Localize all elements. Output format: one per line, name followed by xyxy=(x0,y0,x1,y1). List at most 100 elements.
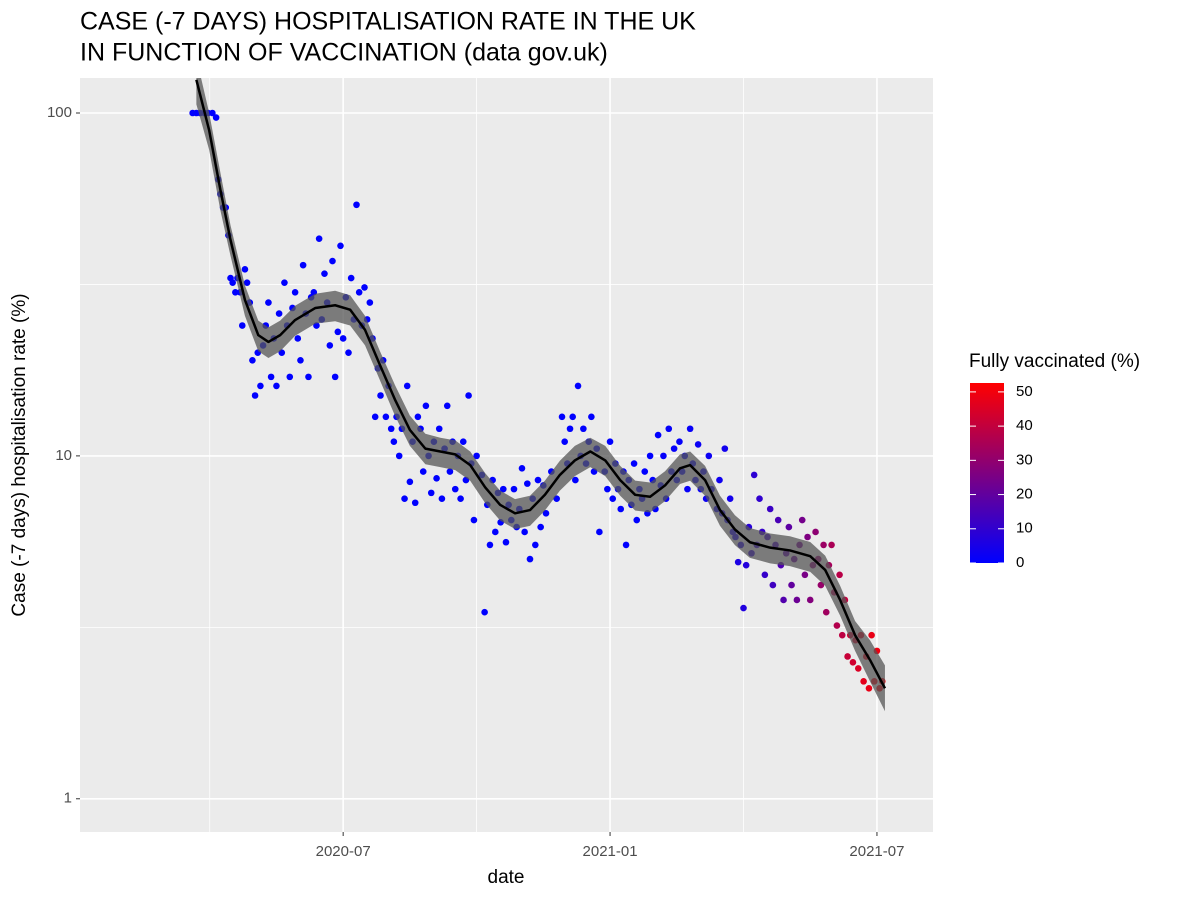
data-point xyxy=(518,465,526,472)
data-point xyxy=(257,382,264,390)
data-point xyxy=(838,631,846,639)
data-point xyxy=(510,485,518,493)
data-point xyxy=(443,402,451,410)
data-point xyxy=(836,571,843,579)
data-point xyxy=(411,499,419,507)
data-point xyxy=(345,349,352,356)
data-point xyxy=(315,235,323,242)
data-point xyxy=(617,505,625,513)
data-point xyxy=(387,425,395,433)
data-point xyxy=(339,335,347,342)
data-point xyxy=(459,438,467,445)
data-point xyxy=(580,425,587,433)
data-point xyxy=(828,541,835,549)
data-point xyxy=(286,373,294,381)
data-point xyxy=(868,631,875,639)
data-point xyxy=(860,678,867,685)
data-point xyxy=(740,604,747,612)
data-point xyxy=(433,475,440,482)
data-point xyxy=(534,476,542,484)
x-tick-label: 2021-01 xyxy=(583,843,638,860)
data-point xyxy=(804,533,811,541)
data-point xyxy=(622,541,630,549)
data-point xyxy=(660,452,667,460)
data-point xyxy=(854,665,862,672)
data-point xyxy=(321,270,328,277)
data-point xyxy=(209,109,216,117)
data-point xyxy=(451,485,459,493)
data-point xyxy=(473,452,480,460)
data-point xyxy=(251,392,259,399)
data-point xyxy=(694,441,702,448)
data-point xyxy=(243,279,251,286)
data-point xyxy=(780,596,787,604)
data-point xyxy=(238,322,246,329)
data-point xyxy=(785,523,793,531)
data-point xyxy=(572,476,579,484)
data-point xyxy=(337,242,344,250)
data-point xyxy=(486,541,494,549)
data-point xyxy=(801,571,809,579)
data-point xyxy=(820,541,827,549)
data-point xyxy=(684,485,691,493)
data-point xyxy=(403,382,411,390)
data-point xyxy=(798,516,806,524)
data-point xyxy=(806,596,814,604)
panel xyxy=(80,78,933,832)
data-point xyxy=(390,438,398,445)
data-point xyxy=(646,452,654,460)
data-point xyxy=(297,357,304,364)
data-point xyxy=(766,505,774,513)
colorbar-label: 0 xyxy=(1016,554,1024,571)
data-point xyxy=(249,357,256,364)
data-point xyxy=(537,523,544,531)
y-tick-label: 1 xyxy=(64,790,72,807)
smooth-line xyxy=(195,79,887,689)
data-point xyxy=(427,489,435,497)
data-point xyxy=(401,495,408,503)
data-point xyxy=(491,528,499,536)
data-point xyxy=(721,445,729,452)
data-point xyxy=(281,279,288,286)
data-point xyxy=(542,510,550,517)
data-point xyxy=(526,555,534,563)
data-point xyxy=(361,284,368,291)
data-point xyxy=(574,382,582,390)
data-point xyxy=(588,413,595,421)
data-point xyxy=(414,413,422,421)
data-point xyxy=(438,495,446,503)
data-point xyxy=(654,431,662,439)
data-point xyxy=(742,561,750,569)
data-point xyxy=(812,528,819,536)
data-point xyxy=(241,266,249,273)
data-point xyxy=(761,571,769,579)
data-point xyxy=(833,622,841,629)
data-point xyxy=(291,288,299,296)
y-axis-title: Case (-7 days) hospitalisation rate (%) xyxy=(9,293,30,616)
data-point xyxy=(395,452,403,460)
data-point xyxy=(457,495,464,503)
x-tick-label: 2020-07 xyxy=(316,843,371,860)
data-point xyxy=(774,516,782,524)
data-point xyxy=(665,425,673,433)
data-point xyxy=(232,288,239,296)
data-point xyxy=(419,468,427,475)
data-point xyxy=(524,480,531,487)
data-point xyxy=(499,485,507,493)
grid xyxy=(80,78,933,832)
data-point xyxy=(849,659,857,666)
data-point xyxy=(502,538,510,546)
data-point xyxy=(267,373,275,381)
y-tick-label: 10 xyxy=(55,447,72,464)
data-point xyxy=(435,425,443,433)
colorbar-label: 30 xyxy=(1016,451,1033,468)
data-point xyxy=(769,581,777,589)
data-point xyxy=(305,373,312,381)
data-point xyxy=(553,495,560,503)
data-point xyxy=(817,581,825,589)
data-point xyxy=(275,310,283,317)
data-point xyxy=(569,413,576,421)
data-point xyxy=(294,335,302,342)
data-point xyxy=(633,516,641,524)
